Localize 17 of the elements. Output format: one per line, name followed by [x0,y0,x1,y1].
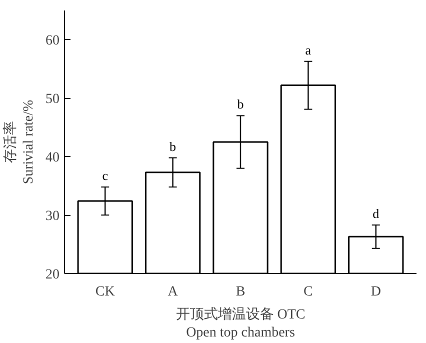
annotation: b [170,138,176,154]
annotation: d [372,206,380,221]
annotation: a [305,42,312,58]
x-tick-label: C [304,284,313,300]
x-tick-label: B [236,284,246,300]
y-axis-title: 存活率 Surivial rate/% [2,99,36,184]
annotation: b [237,96,244,112]
y-tick-label: 20 [46,268,60,282]
annotation: c [102,168,108,183]
y-tick-label: 40 [46,150,60,166]
x-tick-label: CK [95,284,115,300]
x-tick-label: A [168,284,179,300]
x-axis-title: 开顶式增温设备 OTC Open top chambers [176,306,306,340]
y-tick-label: 50 [46,92,60,108]
y-tick-label: 60 [46,34,60,49]
x-tick-label: D [370,284,381,300]
y-tick-label: 30 [46,209,60,224]
